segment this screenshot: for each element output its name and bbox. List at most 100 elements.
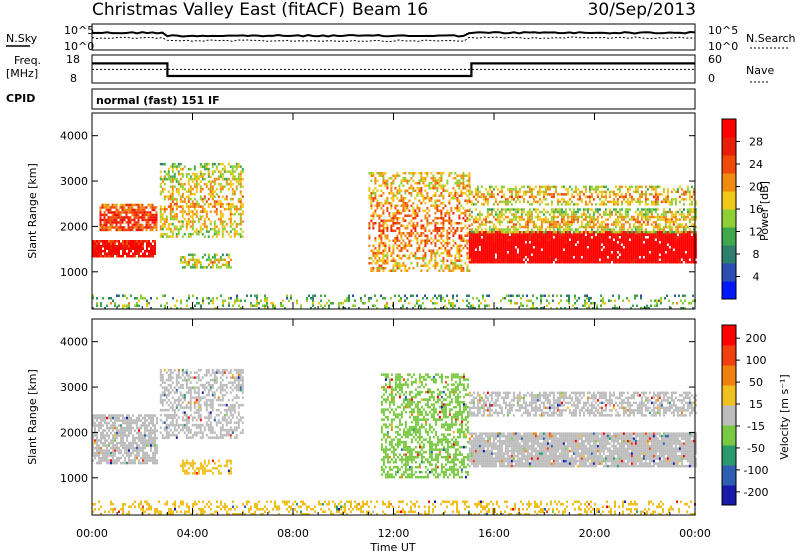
heatmap-cell bbox=[229, 222, 232, 226]
heatmap-cell bbox=[470, 203, 473, 206]
heatmap-cell bbox=[484, 220, 487, 224]
heatmap-cell bbox=[241, 170, 244, 173]
heatmap-cell bbox=[428, 214, 431, 217]
heatmap-cell bbox=[678, 225, 681, 229]
heatmap-cell bbox=[146, 302, 148, 305]
heatmap-cell bbox=[514, 238, 517, 241]
heatmap-cell bbox=[664, 241, 667, 244]
heatmap-cell bbox=[428, 184, 431, 187]
heatmap-cell bbox=[154, 250, 156, 253]
heatmap-cell bbox=[185, 225, 188, 228]
heatmap-cell bbox=[612, 253, 615, 256]
heatmap-cell bbox=[448, 199, 451, 202]
heatmap-cell bbox=[133, 221, 136, 224]
heatmap-cell bbox=[546, 203, 549, 206]
heatmap-cell bbox=[456, 197, 459, 200]
heatmap-cell bbox=[668, 220, 671, 224]
heatmap-cell bbox=[410, 252, 413, 255]
heatmap-cell bbox=[598, 223, 601, 226]
heatmap-cell bbox=[207, 205, 210, 208]
heatmap-cell bbox=[127, 208, 130, 212]
heatmap-cell bbox=[648, 261, 651, 264]
heatmap-cell bbox=[516, 256, 519, 259]
heatmap-cell bbox=[454, 189, 457, 192]
heatmap-cell bbox=[646, 223, 649, 226]
heatmap-cell bbox=[380, 202, 383, 205]
heatmap-cell bbox=[235, 180, 238, 183]
heatmap-cell bbox=[450, 269, 453, 272]
heatmap-cell bbox=[512, 208, 515, 211]
heatmap-cell bbox=[179, 227, 182, 231]
heatmap-cell bbox=[486, 246, 489, 249]
heatmap-cell bbox=[450, 259, 453, 262]
heatmap-cell bbox=[488, 256, 491, 259]
heatmap-cell bbox=[181, 256, 184, 259]
heatmap-cell bbox=[636, 238, 639, 241]
heatmap-cell bbox=[372, 189, 375, 192]
heatmap-cell bbox=[173, 175, 176, 178]
heatmap-cell bbox=[103, 223, 106, 227]
heatmap-cell bbox=[380, 174, 383, 177]
heatmap-cell bbox=[228, 302, 230, 305]
heatmap-cell bbox=[606, 241, 609, 244]
heatmap-cell bbox=[504, 215, 507, 219]
heatmap-cell bbox=[564, 225, 567, 229]
heatmap-cell bbox=[604, 193, 607, 196]
heatmap-cell bbox=[148, 252, 150, 255]
heatmap-cell bbox=[578, 248, 581, 251]
heatmap-cell bbox=[132, 255, 134, 258]
heatmap-cell bbox=[524, 248, 527, 251]
heatmap-cell bbox=[181, 225, 184, 228]
heatmap-cell bbox=[458, 174, 461, 177]
heatmap-cell bbox=[468, 179, 471, 182]
heatmap-cell bbox=[440, 297, 442, 300]
heatmap-cell bbox=[452, 232, 455, 235]
heatmap-cell bbox=[608, 210, 611, 214]
heatmap-cell bbox=[560, 198, 563, 201]
heatmap-cell bbox=[96, 302, 98, 305]
heatmap-cell bbox=[574, 213, 577, 216]
heatmap-cell bbox=[644, 243, 647, 246]
heatmap-cell bbox=[646, 233, 649, 236]
heatmap-cell bbox=[408, 222, 411, 225]
heatmap-cell bbox=[105, 223, 108, 227]
heatmap-cell bbox=[110, 247, 112, 250]
heatmap-cell bbox=[622, 225, 625, 229]
heatmap-cell bbox=[360, 297, 362, 300]
heatmap-cell bbox=[392, 214, 395, 217]
heatmap-cell bbox=[406, 214, 409, 217]
heatmap-cell bbox=[610, 213, 613, 216]
heatmap-cell bbox=[506, 241, 509, 244]
heatmap-cell bbox=[290, 297, 292, 300]
heatmap-cell bbox=[480, 238, 483, 241]
heatmap-cell bbox=[130, 250, 132, 253]
heatmap-cell bbox=[406, 182, 409, 185]
heatmap-cell bbox=[94, 250, 96, 253]
heatmap-cell bbox=[632, 241, 635, 244]
heatmap-cell bbox=[368, 299, 370, 302]
heatmap-cell bbox=[674, 210, 677, 214]
heatmap-cell bbox=[446, 249, 449, 252]
heatmap-cell bbox=[274, 304, 276, 307]
heatmap-cell bbox=[418, 247, 421, 250]
heatmap-cell bbox=[658, 261, 661, 264]
heatmap-cell bbox=[396, 247, 399, 250]
heatmap-cell bbox=[502, 193, 505, 196]
heatmap-cell bbox=[165, 195, 168, 198]
heatmap-cell bbox=[622, 253, 625, 256]
heatmap-cell bbox=[634, 246, 637, 249]
heatmap-cell bbox=[666, 256, 669, 259]
heatmap-cell bbox=[217, 170, 220, 173]
heatmap-cell bbox=[374, 257, 377, 260]
heatmap-cell bbox=[560, 248, 563, 251]
heatmap-cell bbox=[494, 243, 497, 246]
heatmap-cell bbox=[103, 211, 106, 214]
heatmap-cell bbox=[682, 193, 685, 196]
heatmap-cell bbox=[468, 177, 471, 180]
heatmap-cell bbox=[412, 212, 415, 215]
heatmap-cell bbox=[638, 253, 641, 256]
heatmap-cell bbox=[578, 251, 581, 254]
heatmap-cell bbox=[470, 241, 473, 244]
heatmap-cell bbox=[664, 246, 667, 249]
heatmap-cell bbox=[422, 239, 425, 242]
